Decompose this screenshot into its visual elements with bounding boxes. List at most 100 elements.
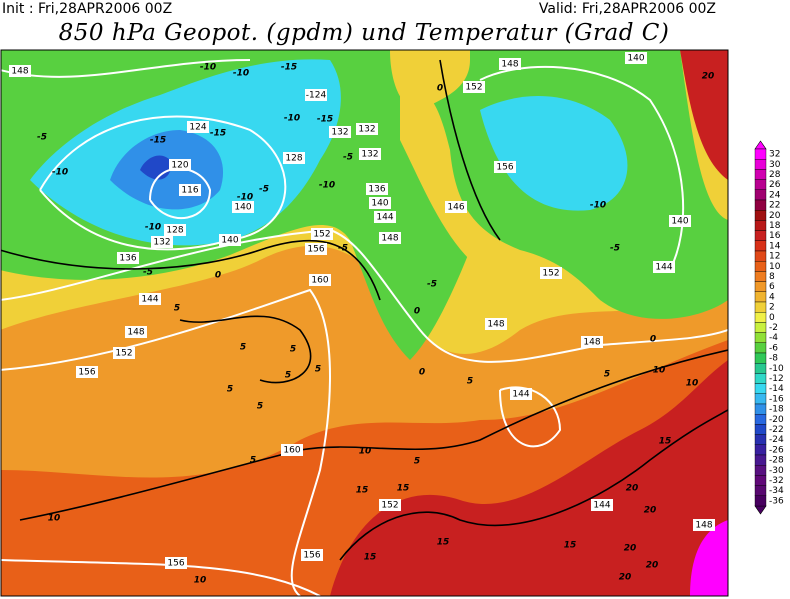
- colorbar-swatch: [754, 250, 767, 262]
- temperature-label: 0: [419, 368, 425, 378]
- colorbar-label: -20: [769, 415, 784, 425]
- colorbar-label: 16: [769, 231, 781, 241]
- temperature-label: 5: [174, 304, 180, 314]
- colorbar-swatch: [754, 322, 767, 333]
- colorbar-label: -16: [769, 394, 784, 404]
- contour-line: [1, 288, 331, 596]
- colorbar-swatch: [754, 261, 767, 272]
- colorbar-swatch: [754, 179, 767, 191]
- temperature-label: 5: [227, 385, 233, 395]
- label-box: [540, 267, 562, 279]
- colorbar-swatch: [754, 444, 767, 456]
- colorbar-label: 30: [769, 160, 781, 170]
- colorbar-swatch: [754, 220, 767, 231]
- label-box: [179, 184, 201, 196]
- colorbar-arrow: [754, 140, 767, 150]
- colorbar-label: 20: [769, 211, 781, 221]
- geopotential-label: 144: [376, 213, 393, 223]
- colorbar: 32302826242220181614121086420-2-4-6-8-10…: [754, 140, 784, 515]
- temperature-label: -5: [259, 185, 269, 195]
- temperature-label: 20: [624, 544, 637, 554]
- colorbar-label: -12: [769, 374, 784, 384]
- geopotential-label: 148: [127, 328, 144, 338]
- geopotential-label: 140: [221, 236, 238, 246]
- geopotential-label: 148: [695, 521, 712, 531]
- temperature-label: 0: [650, 335, 656, 345]
- temperature-contours: [1, 59, 728, 561]
- label-box: [374, 211, 396, 223]
- colorbar-label: -18: [769, 405, 784, 415]
- geopotential-label: 156: [78, 368, 95, 378]
- label-box: [113, 347, 135, 359]
- label-box: [359, 148, 381, 160]
- temperature-label: -10: [233, 69, 249, 79]
- temperature-label: -10: [237, 193, 253, 203]
- label-box: [9, 65, 31, 77]
- geopotential-label: 156: [303, 551, 320, 561]
- temperature-label: 15: [356, 486, 369, 496]
- label-box: [445, 201, 467, 213]
- label-box: [281, 444, 303, 456]
- field-hotter: [330, 360, 728, 596]
- label-box: [76, 366, 98, 378]
- label-box: [117, 252, 139, 264]
- contour-line: [1, 559, 321, 596]
- colorbar-swatch: [754, 383, 767, 395]
- colorbar-label: -10: [769, 364, 784, 374]
- temperature-label: -5: [610, 244, 620, 254]
- colorbar-label: -36: [769, 496, 784, 506]
- map-title: 850 hPa Geopot. (gpdm) und Temperatur (G…: [59, 20, 670, 46]
- contour-line: [179, 315, 312, 384]
- temperature-label: -10: [145, 223, 161, 233]
- label-box: [693, 519, 715, 531]
- colorbar-swatch: [754, 403, 767, 415]
- temperature-label: 5: [414, 457, 420, 467]
- colorbar-label: -28: [769, 456, 784, 466]
- label-box: [463, 81, 485, 93]
- label-box: [125, 326, 147, 338]
- geopotential-label: 160: [283, 446, 300, 456]
- colorbar-swatch: [754, 393, 767, 405]
- colorbar-label: -4: [769, 333, 778, 343]
- colorbar-label: 2: [769, 303, 775, 313]
- colorbar-label: 8: [769, 272, 775, 282]
- label-box: [139, 293, 161, 305]
- colorbar-swatch: [754, 158, 767, 170]
- temperature-label: -10: [319, 181, 335, 191]
- geopotential-label: 128: [166, 226, 183, 236]
- colorbar-swatch: [754, 332, 767, 344]
- colorbar-swatch: [754, 414, 767, 425]
- label-box: [369, 197, 391, 209]
- colorbar-label: -24: [769, 435, 784, 445]
- temperature-label: -15: [210, 129, 226, 139]
- label-box: [305, 89, 327, 101]
- colorbar-swatch: [754, 352, 767, 364]
- colorbar-swatch: [754, 291, 767, 303]
- label-box: [499, 58, 521, 70]
- geopotential-label: 156: [496, 163, 513, 173]
- label-box: [151, 236, 173, 248]
- geopotential-label: 132: [361, 150, 378, 160]
- field-extreme: [690, 520, 728, 596]
- geopotential-label: 132: [358, 125, 375, 135]
- temperature-label: -5: [37, 133, 47, 143]
- temperature-label: 0: [437, 84, 443, 94]
- geopotential-label: 148: [501, 60, 518, 70]
- contour-line: [1, 239, 381, 301]
- geopotential-label: 140: [671, 217, 688, 227]
- field-cold-east: [480, 96, 628, 211]
- label-box: [379, 499, 401, 511]
- geopotential-label: 152: [313, 230, 330, 240]
- colorbar-swatch: [754, 209, 767, 221]
- colorbar-swatch: [754, 230, 767, 242]
- colorbar-label: -6: [769, 343, 778, 353]
- temperature-label: 15: [397, 484, 410, 494]
- colorbar-swatch: [754, 301, 767, 313]
- colorbar-swatch: [754, 363, 767, 374]
- colorbar-label: 12: [769, 252, 780, 262]
- label-box: [301, 549, 323, 561]
- contour-line: [339, 409, 728, 561]
- label-box: [356, 123, 378, 135]
- colorbar-label: 0: [769, 313, 775, 323]
- colorbar-swatch: [754, 434, 767, 446]
